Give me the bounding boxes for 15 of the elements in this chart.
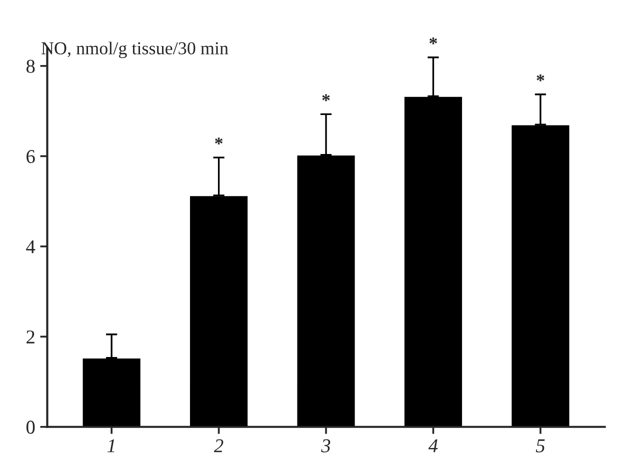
y-tick-label: 2 [26,330,34,344]
annotation: * [215,138,223,144]
x-tick-label: 1 [107,439,114,452]
y-tick-label: 0 [26,420,35,434]
annotation: * [322,94,330,102]
annotation: * [536,74,544,82]
bar [188,194,249,427]
x-tick-label: 3 [321,439,330,452]
x-tick-label: 4 [428,439,438,452]
x-tick-label: 2 [214,439,224,452]
y-tick-label: 4 [26,240,36,254]
x-tick-label: 5 [536,439,545,452]
annotation: * [429,37,438,44]
y-tick-label: 8 [26,60,35,73]
y-tick-label: 6 [26,150,35,164]
